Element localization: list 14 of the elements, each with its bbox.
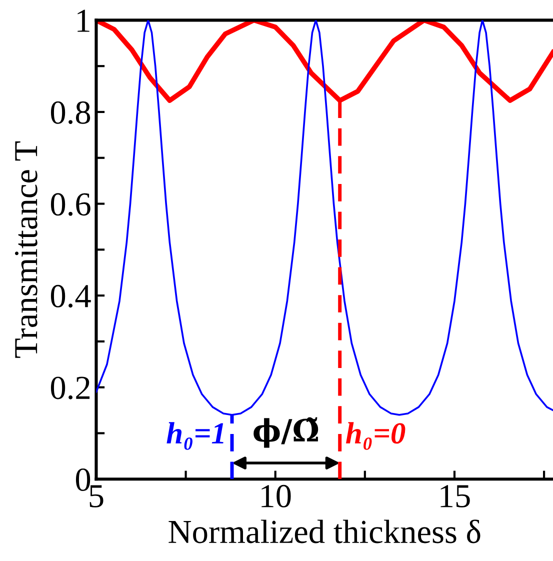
- y-axis-title: Transmittance T: [14, 141, 38, 358]
- x-axis-title: Normalized thickness δ: [168, 520, 480, 544]
- x-tick-label: 5: [90, 485, 104, 508]
- annotation: ϕ/Ω̃: [254, 417, 318, 448]
- y-tick-label: 0.8: [50, 101, 90, 124]
- x-tick-label: 10: [262, 484, 291, 508]
- y-tick-label: 0.2: [50, 376, 90, 400]
- annotation: h₀=0: [346, 422, 406, 450]
- y-tick-label: 1: [78, 10, 90, 32]
- y-tick-label: 0.6: [50, 193, 90, 216]
- annotation: h₀=1: [166, 422, 224, 450]
- y-tick-label: 0: [76, 468, 90, 491]
- x-tick-label: 15: [440, 485, 470, 508]
- y-tick-label: 0.4: [50, 284, 91, 308]
